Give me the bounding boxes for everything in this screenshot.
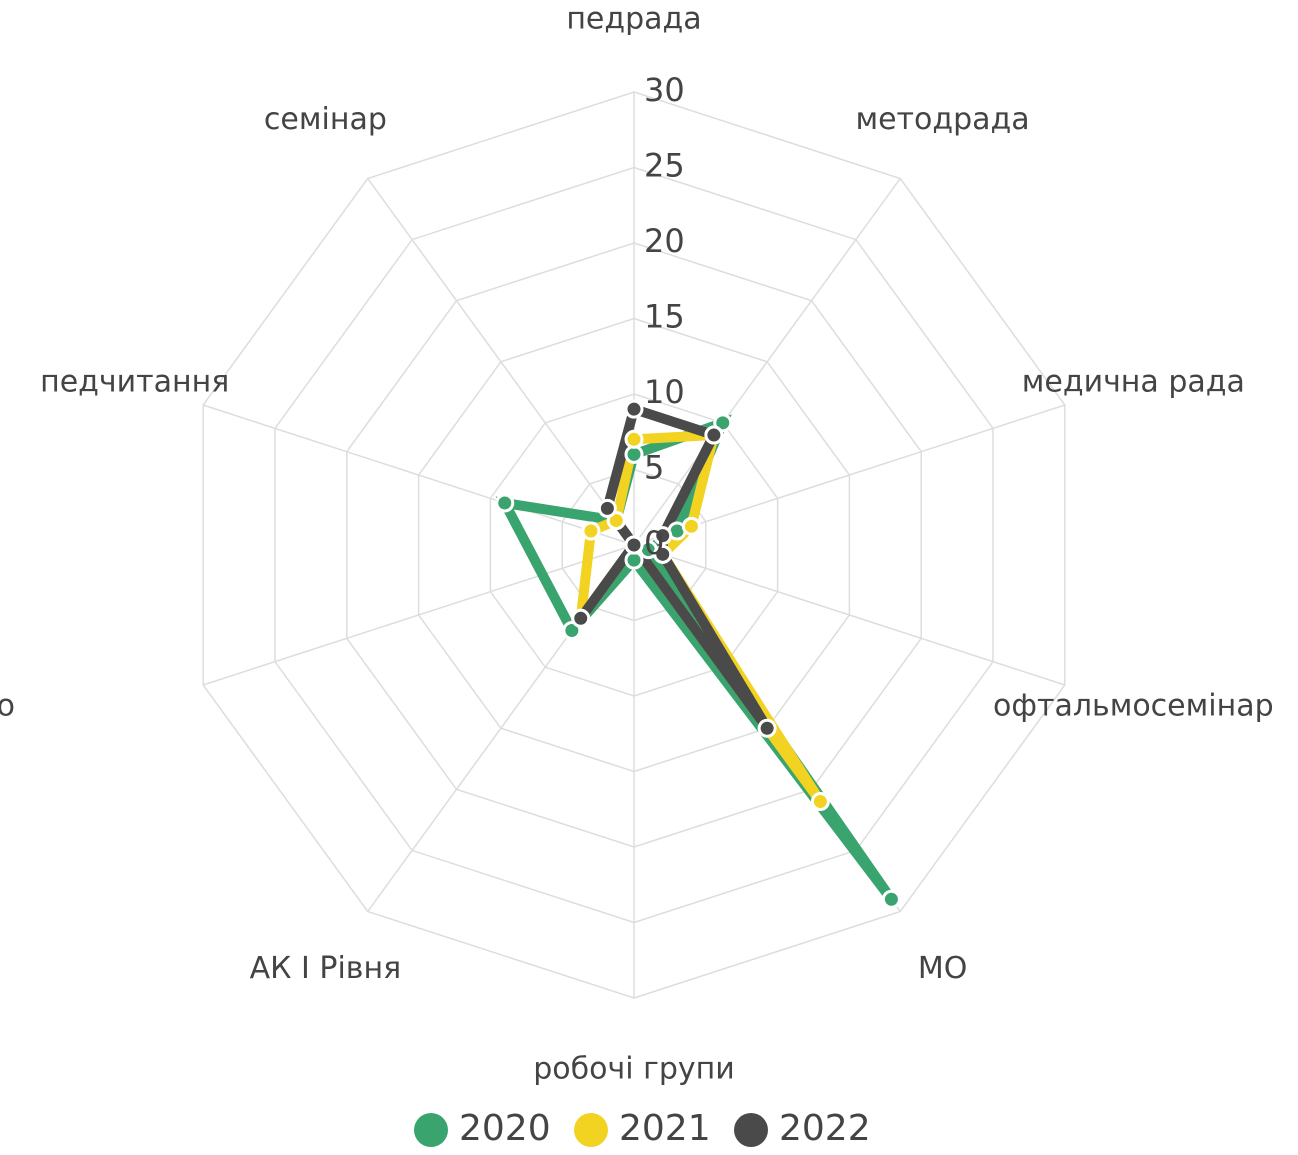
point — [713, 413, 733, 433]
point — [757, 718, 777, 738]
point — [653, 544, 673, 564]
r-tick-label: 0 — [644, 524, 664, 562]
legend-label: 2020 — [459, 1108, 551, 1149]
grid-spoke — [633, 544, 1066, 686]
r-tick-label: 25 — [644, 147, 685, 185]
axis-label: семінар — [264, 102, 387, 137]
point — [597, 498, 617, 518]
point — [624, 535, 644, 555]
point — [810, 792, 830, 812]
r-tick-label: 15 — [644, 298, 685, 336]
axis-label: педчитання — [40, 364, 229, 399]
r-tick-label: 30 — [644, 71, 685, 109]
axis-label: МО — [918, 951, 968, 986]
axis-label: о — [0, 689, 15, 724]
point — [581, 521, 601, 541]
axis-label: методрада — [855, 102, 1029, 137]
legend-label: 2021 — [619, 1108, 711, 1149]
legend-swatch — [574, 1113, 608, 1147]
point — [562, 621, 582, 641]
axis-label: педрада — [566, 2, 701, 37]
legend-swatch — [734, 1113, 768, 1147]
r-tick-label: 20 — [644, 222, 685, 260]
grid-spoke — [202, 404, 635, 546]
grid-spoke — [633, 178, 901, 546]
r-tick-label: 5 — [644, 449, 664, 487]
grid-spoke — [367, 178, 635, 546]
point — [606, 511, 626, 531]
axis-label: АК І Рівня — [250, 951, 402, 986]
axis-label: медична рада — [1022, 364, 1245, 399]
legend-label: 2022 — [779, 1108, 871, 1149]
point — [653, 526, 673, 546]
axis-label: офтальмосемінар — [993, 689, 1274, 724]
legend-swatch — [414, 1113, 448, 1147]
point — [881, 889, 901, 909]
point — [495, 493, 515, 513]
point — [704, 425, 724, 445]
grid-spoke — [202, 544, 635, 686]
point — [624, 429, 644, 449]
point — [681, 516, 701, 536]
axis-label: робочі групи — [533, 1052, 735, 1087]
series-line — [576, 402, 772, 732]
r-tick-label: 10 — [644, 373, 685, 411]
point — [571, 608, 591, 628]
point — [624, 399, 644, 419]
grid-spoke — [633, 404, 1066, 546]
